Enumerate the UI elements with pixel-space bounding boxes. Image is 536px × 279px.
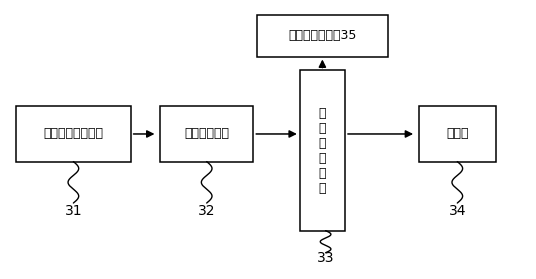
Text: 32: 32 (198, 204, 215, 218)
Text: 34: 34 (449, 204, 466, 218)
Bar (16, 106, 131, 162)
Bar (160, 106, 254, 162)
Text: 温度比较单元: 温度比较单元 (184, 128, 229, 140)
Text: 33: 33 (317, 251, 334, 265)
Text: 电加热控制单元35: 电加热控制单元35 (288, 29, 356, 42)
Text: 模
糊
控
制
单
元: 模 糊 控 制 单 元 (318, 107, 326, 194)
Bar (300, 70, 345, 231)
Text: 31: 31 (64, 204, 82, 218)
Text: 压缩机: 压缩机 (446, 128, 468, 140)
Bar (257, 15, 388, 57)
Bar (419, 106, 496, 162)
Text: 室内温度获取单元: 室内温度获取单元 (43, 128, 103, 140)
